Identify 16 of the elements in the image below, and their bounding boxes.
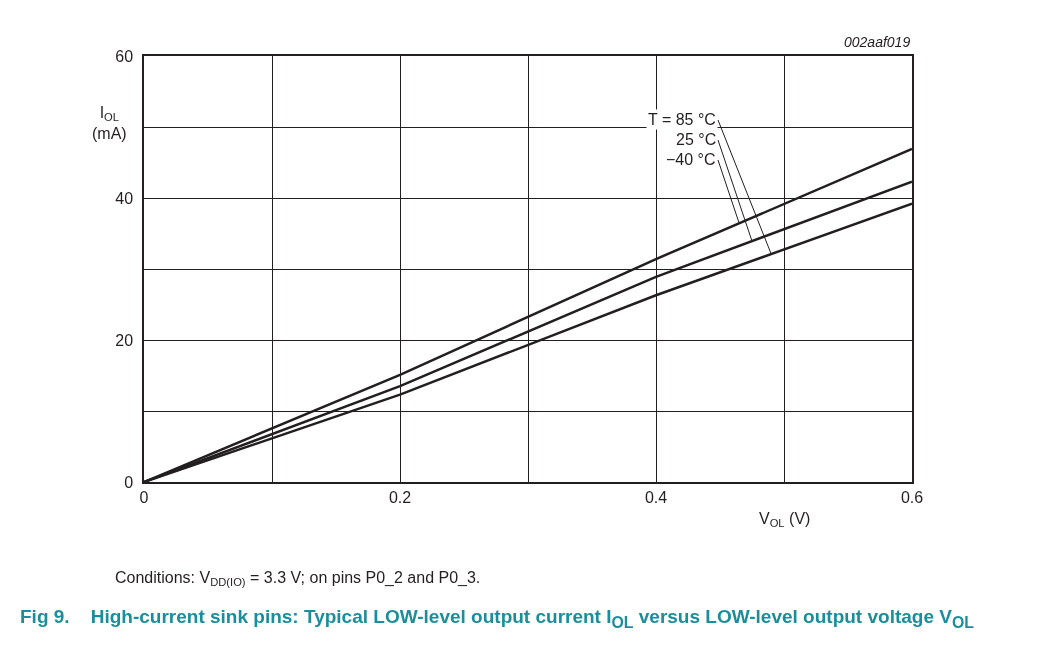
x-tick-label: 0.2 (388, 488, 412, 506)
x-tick-label: 0.4 (644, 488, 668, 506)
y-tick-label: 20 (115, 331, 134, 349)
text: 25 °C (676, 131, 717, 148)
y-tick-label: 60 (115, 47, 134, 65)
y-tick-label: 40 (115, 189, 134, 207)
text: Fig 9. High-current sink pins: Typical LOW-level output current I$_{OL}$ versus LOW-level output voltage V$_{OL}$ (20, 605, 975, 633)
text: Conditions: V$_{DD(IO)}$ = 3.3 V; on pins P0_2 and P0_3. (115, 569, 481, 589)
x-tick-label: 0 (139, 488, 149, 506)
x-axis-title: V$_{OL}$ (V) (759, 510, 811, 530)
text: T = 85 °C (648, 111, 716, 128)
y-axis-title: I$_{OL}$ (mA) (92, 104, 127, 142)
text: −40 °C (666, 151, 716, 168)
x-tick-label: 0.6 (900, 488, 924, 506)
y-tick-label: 0 (124, 473, 134, 491)
text: 002aaf019 (844, 34, 911, 50)
